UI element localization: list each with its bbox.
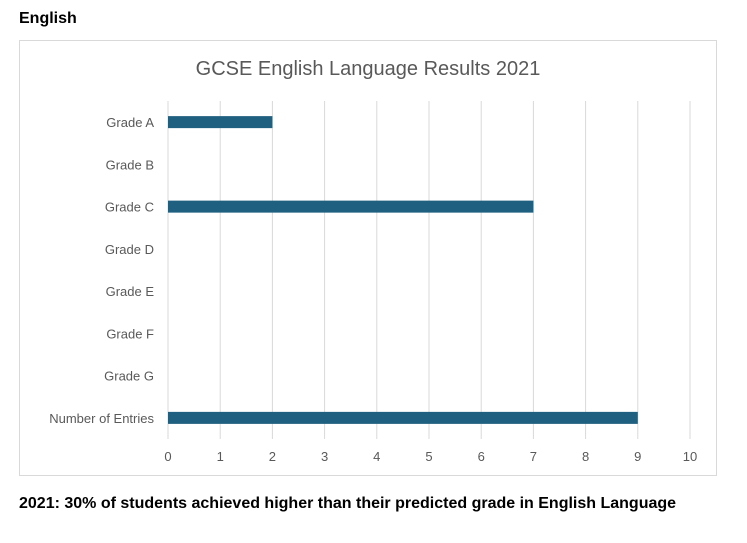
bars: [168, 116, 638, 424]
x-tick-label: 8: [582, 449, 589, 464]
x-tick-label: 3: [321, 449, 328, 464]
x-tick-labels: 0 1 2 3 4 5 6 7 8 9 10: [164, 449, 697, 464]
bar: [168, 411, 638, 424]
footer-note: 2021: 30% of students achieved higher th…: [19, 495, 677, 512]
x-tick-label: 9: [634, 449, 641, 464]
category-label: Grade E: [106, 284, 155, 299]
category-label: Grade G: [104, 369, 154, 384]
x-tick-label: 2: [269, 449, 276, 464]
x-tick-label: 1: [217, 449, 224, 464]
category-label: Number of Entries: [49, 411, 154, 426]
category-label: Grade C: [105, 200, 154, 215]
x-tick-label: 10: [683, 449, 697, 464]
gridlines: [167, 101, 691, 439]
chart-title: GCSE English Language Results 2021: [195, 58, 541, 80]
x-tick-label: 0: [164, 449, 171, 464]
category-label: Grade D: [105, 242, 154, 257]
bar-chart: Grade A Grade B Grade C Grade D Grade E Grade…: [49, 101, 697, 464]
x-tick-label: 5: [425, 449, 432, 464]
x-tick-label: 4: [373, 449, 380, 464]
x-tick-label: 7: [530, 449, 537, 464]
category-label: Grade F: [106, 326, 154, 341]
chart-area: GCSE English Language Results 2021 Grade…: [19, 40, 717, 476]
bar: [168, 116, 273, 129]
category-label: Grade B: [106, 157, 154, 172]
bar: [168, 200, 534, 213]
category-labels: Grade A Grade B Grade C Grade D Grade E Grade…: [49, 115, 154, 426]
category-label: Grade A: [106, 115, 154, 130]
section-title: English: [19, 10, 77, 27]
x-tick-label: 6: [478, 449, 485, 464]
